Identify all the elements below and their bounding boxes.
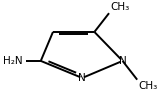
Text: CH₃: CH₃	[110, 2, 129, 12]
Text: CH₃: CH₃	[138, 81, 158, 91]
Text: N: N	[119, 56, 126, 66]
Text: H₂N: H₂N	[3, 56, 23, 66]
Text: N: N	[78, 73, 86, 83]
